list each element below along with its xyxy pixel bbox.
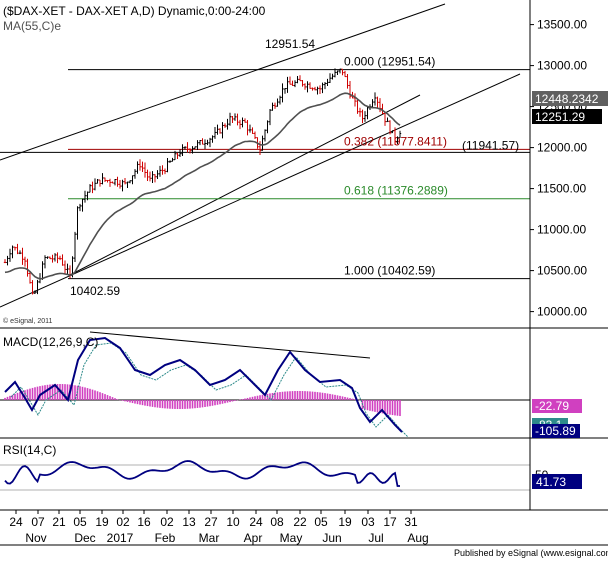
time-tick-label: 24 [249,515,263,529]
month-label: Apr [244,531,263,545]
fib-label: 0.618 (11376.2889) [344,184,448,198]
time-tick-label: 07 [31,515,45,529]
footer-credit: Published by eSignal (www.esignal.com) [454,548,608,558]
axes: 13500.0013000.0012500.0012000.0011500.00… [0,0,608,546]
moving-average [4,92,401,280]
time-tick-label: 02 [160,515,174,529]
macd-signal-value: -22.79 [535,399,569,413]
price-tick-label: 10000.00 [537,305,587,319]
month-label: Jun [322,531,341,545]
close-value-box [532,109,602,124]
time-tick-label: 16 [137,515,151,529]
fib-levels: 0.000 (12951.54)0.382 (11977.8411)0.618 … [0,37,530,298]
price-tick-label: 12000.00 [537,141,587,155]
ma-label: MA(55,C)e [3,19,61,33]
macd-divergence-line [89,331,371,359]
month-label: Mar [199,531,220,545]
month-label: Aug [407,531,428,545]
macd-line [4,336,403,433]
chart-title: ($DAX-XET - DAX-XET A,D) Dynamic,0:00-24… [3,4,266,18]
price-tick-label: 11000.00 [537,223,586,237]
ma-value-box [532,91,608,106]
time-tick-label: 08 [270,515,284,529]
macd-hist-value-box [532,424,580,438]
macd-label: MACD(12,26,9,C) [3,335,98,349]
time-tick-label: 17 [383,515,397,529]
time-tick-label: 05 [314,515,328,529]
close-value-label: 12251.29 [535,110,585,124]
rsi-value: 41.73 [536,475,566,489]
time-tick-label: 27 [204,515,218,529]
ma-value-label: 12448.2342 [535,92,599,106]
time-tick-label: 31 [404,515,418,529]
month-label: 2017 [107,531,134,545]
price-tick-label: 11500.00 [537,182,586,196]
peak-annotation: 12951.54 [265,37,315,51]
month-label: Dec [74,531,95,545]
price-tick-label: 13000.00 [537,59,587,73]
time-tick-label: 24 [9,515,23,529]
month-label: Jul [368,531,383,545]
trend-channel [0,3,521,308]
time-tick-label: 03 [361,515,375,529]
ma-line [4,92,401,280]
month-label: May [280,531,303,545]
month-label: Nov [25,531,46,545]
fib-label: 1.000 (10402.59) [344,264,435,278]
time-tick-label: 05 [73,515,87,529]
rsi-panel [0,460,530,491]
rsi-line [4,460,400,487]
macd-panel [0,331,530,438]
time-tick-label: 02 [116,515,130,529]
channel-middle-line [0,73,521,308]
time-tick-label: 10 [226,515,240,529]
time-tick-label: 13 [182,515,196,529]
watermark: © eSignal, 2011 [3,317,53,325]
rsi-value-box [532,474,582,489]
time-tick-label: 19 [338,515,352,529]
rsi-label: RSI(14,C) [3,443,56,457]
fib-label: 0.000 (12951.54) [344,55,435,69]
low-annotation: 10402.59 [70,284,120,298]
macd-hist-value: -105.89 [535,424,576,438]
price-tick-label: 10500.00 [537,264,587,278]
time-tick-label: 22 [293,515,307,529]
price-tick-label: 13500.00 [537,18,587,32]
channel-upper-line [0,3,446,161]
support-label: (11941.57) [462,138,519,152]
channel-lower-line [69,94,421,276]
time-tick-label: 21 [52,515,66,529]
month-label: Feb [155,531,176,545]
macd-signal-value-box [532,399,582,413]
price-candles [3,68,402,295]
time-tick-label: 19 [95,515,109,529]
